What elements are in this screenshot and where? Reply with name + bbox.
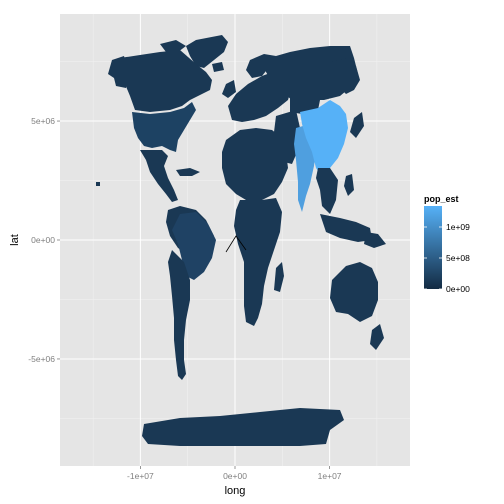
southeast-asia bbox=[316, 168, 338, 214]
philippines bbox=[344, 174, 354, 196]
greenland bbox=[186, 35, 228, 68]
x-tick-label: -1e+07 bbox=[127, 471, 154, 481]
canada bbox=[118, 50, 212, 112]
alaska bbox=[108, 56, 128, 88]
y-axis-ticks: 5e+06 0e+00 -5e+06 bbox=[28, 116, 60, 364]
new-guinea bbox=[364, 232, 386, 248]
legend-title: pop_est bbox=[424, 194, 459, 204]
legend-break-label: 1e+09 bbox=[446, 222, 470, 232]
china bbox=[300, 100, 348, 176]
new-zealand bbox=[370, 324, 384, 350]
y-axis-title: lat bbox=[9, 234, 21, 246]
mexico-central-america bbox=[140, 150, 178, 202]
legend-colorbar bbox=[424, 206, 442, 289]
x-tick-label: 1e+07 bbox=[318, 471, 342, 481]
antarctica bbox=[142, 408, 344, 446]
pacific-island bbox=[96, 182, 100, 186]
x-axis-ticks: -1e+07 0e+00 1e+07 bbox=[127, 466, 342, 481]
wrap-artifact-line bbox=[225, 235, 247, 253]
legend-break-label: 0e+00 bbox=[446, 284, 470, 294]
africa-north bbox=[222, 128, 288, 200]
british-isles bbox=[222, 80, 236, 98]
color-legend: pop_est 1e+09 5e+08 0e+00 bbox=[424, 194, 470, 294]
australia bbox=[330, 262, 378, 322]
x-axis-title: long bbox=[225, 485, 246, 497]
iceland bbox=[212, 62, 224, 72]
russia bbox=[262, 46, 358, 100]
japan bbox=[350, 112, 364, 138]
y-tick-label: -5e+06 bbox=[28, 354, 55, 364]
middle-east bbox=[274, 110, 300, 164]
x-tick-label: 0e+00 bbox=[223, 471, 247, 481]
south-america-south bbox=[168, 250, 190, 380]
legend-breaks: 1e+09 5e+08 0e+00 bbox=[424, 222, 470, 294]
madagascar bbox=[274, 262, 284, 292]
caribbean bbox=[176, 168, 200, 176]
siberia-east bbox=[330, 58, 360, 94]
y-tick-label: 0e+00 bbox=[31, 235, 55, 245]
legend-break-label: 5e+08 bbox=[446, 253, 470, 263]
indonesia bbox=[320, 214, 372, 242]
africa-south bbox=[234, 198, 282, 326]
country-polygons bbox=[96, 35, 386, 446]
y-tick-label: 5e+06 bbox=[31, 116, 55, 126]
usa bbox=[132, 102, 196, 152]
arctic-islands bbox=[160, 40, 186, 52]
